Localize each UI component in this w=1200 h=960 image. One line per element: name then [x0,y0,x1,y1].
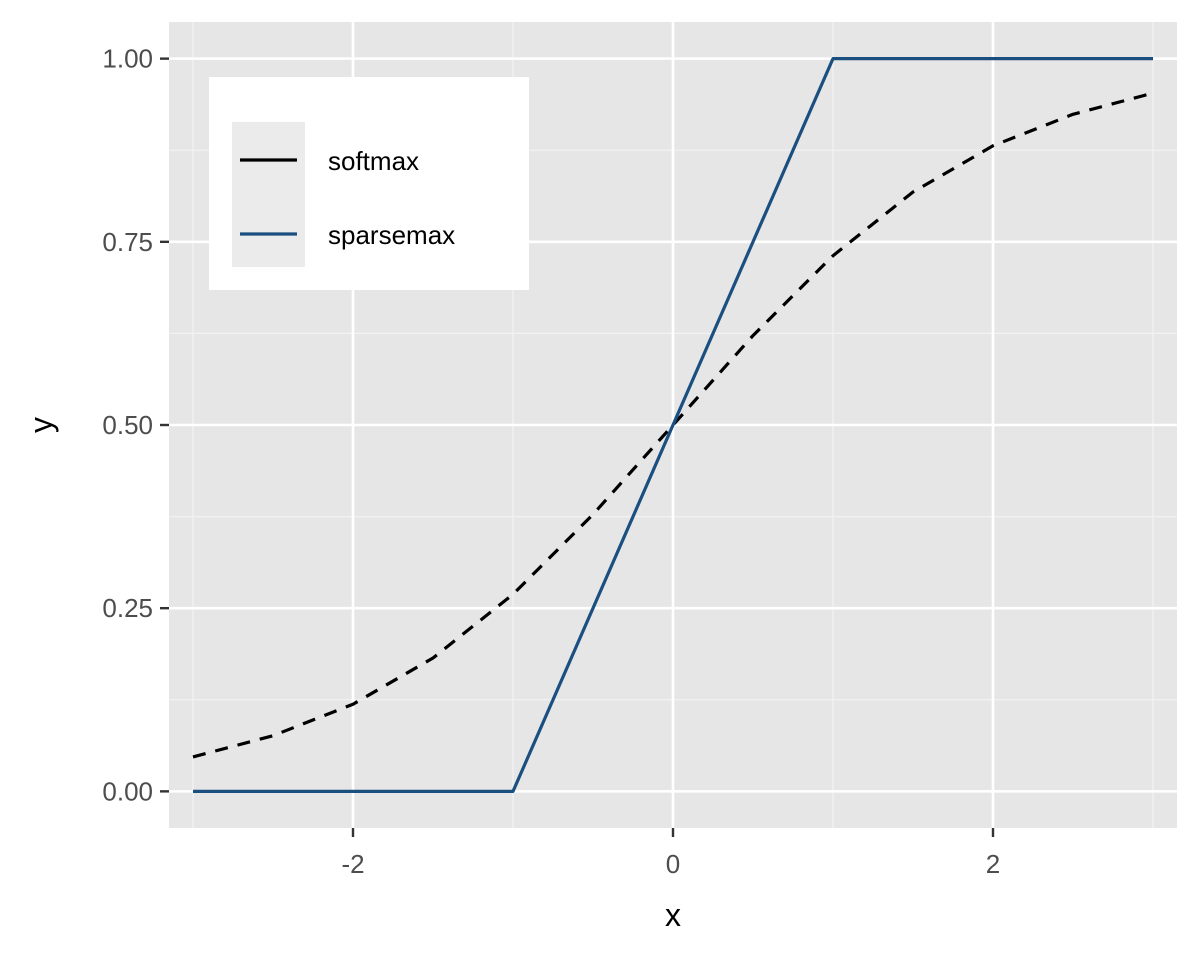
legend-key-background [232,122,305,267]
y-tick-label: 1.00 [102,44,153,74]
series-line-sparsemax [193,56,1153,794]
legend-item-softmax: softmax [240,146,419,176]
x-tick-label: -2 [341,849,364,879]
y-axis: 0.00 0.25 0.50 0.75 1.00 [102,44,169,806]
y-tick-label: 0.50 [102,410,153,440]
legend-label-sparsemax: sparsemax [328,220,455,250]
legend-item-sparsemax: sparsemax [240,220,455,250]
y-axis-title: y [23,417,59,433]
y-tick-label: 0.25 [102,593,153,623]
legend-label-softmax: softmax [328,146,419,176]
series-line-softmax [192,91,1154,759]
series-layer [192,56,1154,794]
x-tick-label: 0 [666,849,680,879]
y-tick-label: 0.75 [102,227,153,257]
x-tick-label: 2 [986,849,1000,879]
x-axis: -2 0 2 [341,828,1000,879]
x-axis-title: x [665,897,681,933]
legend: softmax sparsemax [209,77,529,290]
y-tick-label: 0.00 [102,776,153,806]
